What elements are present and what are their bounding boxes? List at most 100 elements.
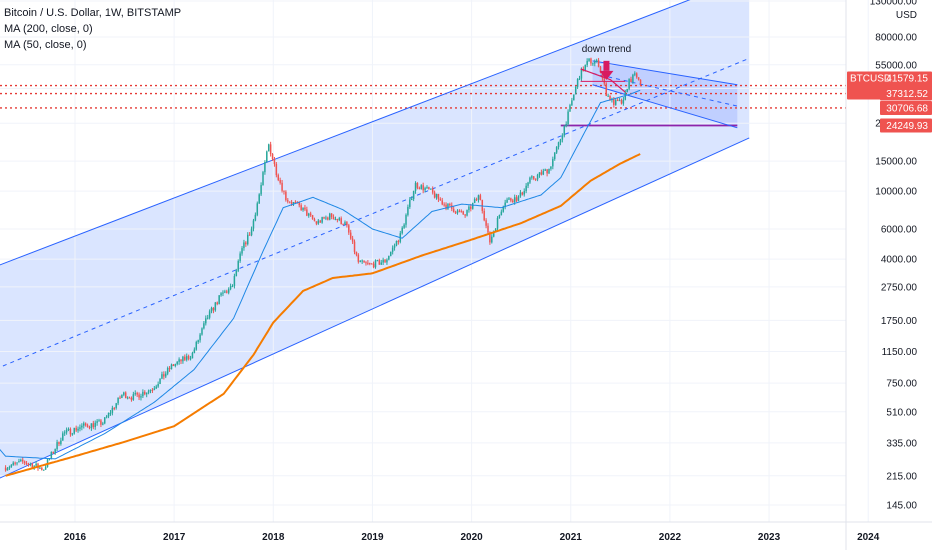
candle-body [233,276,236,286]
candle [128,396,131,399]
candle [18,458,20,463]
candle [592,62,594,66]
candle-body [102,423,104,425]
candle [456,209,459,215]
candle [555,146,558,154]
candle [529,176,531,184]
candle-body [172,364,175,367]
level-price-value: 30706.68 [886,103,928,114]
candle-body [153,388,156,391]
candle-body [44,466,47,470]
candle-body [306,209,308,216]
time-tick-label: 2020 [460,532,483,543]
candle-body [195,342,198,350]
candle-body [267,144,270,152]
candle-body [588,58,590,61]
time-axis-layer[interactable]: 2016 2017 2018 2019 2020 2021 2022 2023 2024 [0,521,932,543]
price-tick-label: 145.00 [886,501,917,512]
candle [380,259,382,266]
candle [279,177,281,185]
candle-body [637,77,640,80]
candle-body [41,467,43,471]
candle-body [237,261,239,271]
candle [136,391,138,397]
candle-body [86,425,89,428]
candle-body [165,373,167,377]
legend-ma200: MA (200, close, 0) [4,23,93,35]
candle [123,391,125,397]
candle [357,253,360,264]
candle-body [378,260,381,265]
candle [342,223,344,226]
candle-body [485,220,487,226]
candle-body [73,427,75,434]
candle-body [555,147,558,153]
candle-body [592,63,594,65]
candle [121,394,123,399]
candle-body [308,213,310,216]
candle [496,216,499,232]
candle [229,283,232,291]
candle [334,216,337,221]
candle-body [502,206,505,212]
candle-body [283,190,285,192]
candle-body [334,219,337,221]
candle [571,97,573,107]
candle-body [218,295,220,304]
candle [180,359,182,365]
candle-body [279,180,281,183]
candle-body [557,142,560,148]
candle [142,389,144,398]
candle [498,214,501,219]
candle-body [594,62,596,64]
candle-body [380,262,382,265]
candle-body [492,231,495,237]
candle-body [94,422,96,428]
candle-body [256,203,259,215]
candle [29,462,32,467]
candle [594,59,596,67]
candle-body [437,193,440,200]
candle-body [601,72,604,79]
candle [325,215,327,221]
candle [287,198,289,204]
candle-body [390,251,392,256]
candle-body [20,459,22,462]
candle [410,196,413,201]
candle-body [639,79,642,85]
candle [14,461,16,466]
candle-body [65,429,68,433]
price-tick-label: 1750.00 [881,316,918,327]
candle-body [531,176,533,178]
candle-body [100,420,102,425]
candle [168,366,171,372]
level-price-value: 37312.52 [886,89,928,100]
candle [569,103,571,112]
candle [553,152,556,161]
candle [69,427,72,437]
candle-body [506,199,508,203]
candle [395,240,398,247]
candle-body [105,416,108,418]
down-trend-label: down trend [582,44,631,55]
candle-body [416,182,419,188]
level-price-value: 24249.93 [886,121,928,132]
candle-body [595,60,598,63]
candle-body [42,469,45,471]
price-tick-label: 6000.00 [881,225,918,236]
candle-body [121,394,123,399]
candle [27,462,30,467]
timeaxis-background [0,522,846,550]
candle [405,213,407,228]
candle [313,217,316,222]
candle [630,76,632,83]
candle-body [433,192,436,198]
candle [195,340,198,351]
candle [401,226,403,235]
candle-body [431,188,434,193]
candle [81,423,83,431]
candle-body [117,397,119,404]
candle-body [144,391,146,395]
candle-body [109,412,112,414]
